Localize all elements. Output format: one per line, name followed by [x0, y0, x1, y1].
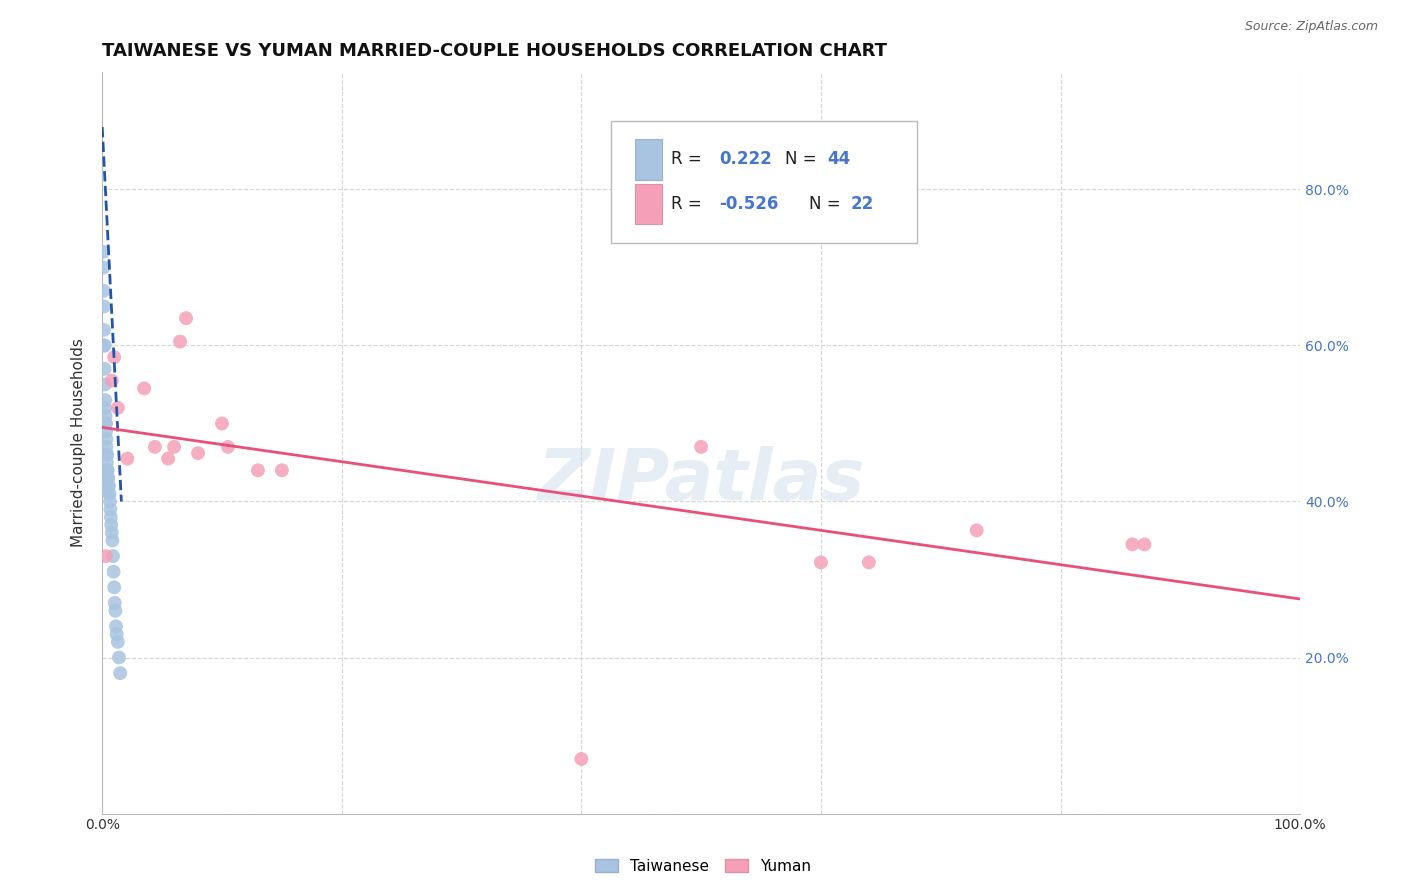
Text: N =: N =	[808, 195, 841, 213]
Point	[96, 448, 118, 462]
Point	[97, 479, 120, 493]
Point	[97, 479, 120, 493]
Point	[96, 432, 118, 446]
Point	[104, 596, 127, 610]
Point	[101, 533, 124, 548]
Point	[169, 334, 191, 349]
Point	[96, 455, 118, 469]
Text: TAIWANESE VS YUMAN MARRIED-COUPLE HOUSEHOLDS CORRELATION CHART: TAIWANESE VS YUMAN MARRIED-COUPLE HOUSEH…	[103, 42, 887, 60]
Text: Source: ZipAtlas.com: Source: ZipAtlas.com	[1244, 20, 1378, 33]
Point	[858, 555, 880, 569]
Point	[103, 350, 125, 364]
Point	[96, 448, 118, 462]
Point	[108, 650, 131, 665]
Text: 22: 22	[851, 195, 875, 213]
Point	[108, 666, 131, 681]
Point	[1133, 537, 1156, 551]
Point	[97, 463, 120, 477]
Point	[93, 260, 115, 275]
Text: -0.526: -0.526	[718, 195, 779, 213]
Point	[101, 525, 124, 540]
Point	[103, 565, 125, 579]
Point	[163, 440, 186, 454]
Legend: Taiwanese, Yuman: Taiwanese, Yuman	[589, 853, 817, 880]
Point	[270, 463, 292, 477]
Point	[1121, 537, 1143, 551]
Point	[966, 524, 988, 538]
Point	[97, 471, 120, 485]
Point	[100, 517, 122, 532]
Point	[217, 440, 239, 454]
Point	[97, 471, 120, 485]
Point	[94, 401, 117, 415]
Point	[246, 463, 269, 477]
Point	[91, 244, 114, 259]
Point	[98, 494, 121, 508]
Point	[94, 424, 117, 438]
Point	[93, 338, 115, 352]
Point	[134, 381, 156, 395]
Point	[107, 401, 129, 415]
Point	[211, 417, 233, 431]
Point	[98, 486, 121, 500]
Point	[187, 446, 209, 460]
Point	[100, 510, 122, 524]
Text: R =: R =	[671, 150, 702, 168]
Point	[96, 463, 118, 477]
Point	[810, 555, 832, 569]
Text: N =: N =	[785, 150, 817, 168]
Point	[94, 549, 117, 563]
Point	[93, 300, 115, 314]
Y-axis label: Married-couple Households: Married-couple Households	[72, 339, 86, 548]
Point	[107, 635, 129, 649]
Point	[94, 417, 117, 431]
Point	[93, 284, 115, 298]
Point	[98, 502, 121, 516]
Point	[98, 486, 121, 500]
Point	[104, 604, 127, 618]
Point	[96, 440, 118, 454]
Point	[104, 619, 127, 633]
Point	[94, 393, 117, 408]
Text: 0.222: 0.222	[718, 150, 772, 168]
Text: 44: 44	[827, 150, 851, 168]
Point	[94, 409, 117, 423]
Point	[105, 627, 128, 641]
Point	[94, 417, 117, 431]
Point	[143, 440, 166, 454]
Point	[157, 451, 180, 466]
Point	[94, 377, 117, 392]
Point	[690, 440, 713, 454]
Bar	[636, 184, 662, 225]
Point	[101, 374, 124, 388]
Point	[117, 451, 139, 466]
Text: R =: R =	[671, 195, 702, 213]
Text: ZIPatlas: ZIPatlas	[537, 445, 865, 515]
Point	[103, 580, 125, 594]
Point	[93, 338, 115, 352]
Point	[101, 549, 124, 563]
Point	[93, 323, 115, 337]
Bar	[636, 139, 662, 180]
FancyBboxPatch shape	[612, 120, 917, 243]
Point	[569, 752, 592, 766]
Point	[93, 362, 115, 376]
Point	[174, 311, 197, 326]
